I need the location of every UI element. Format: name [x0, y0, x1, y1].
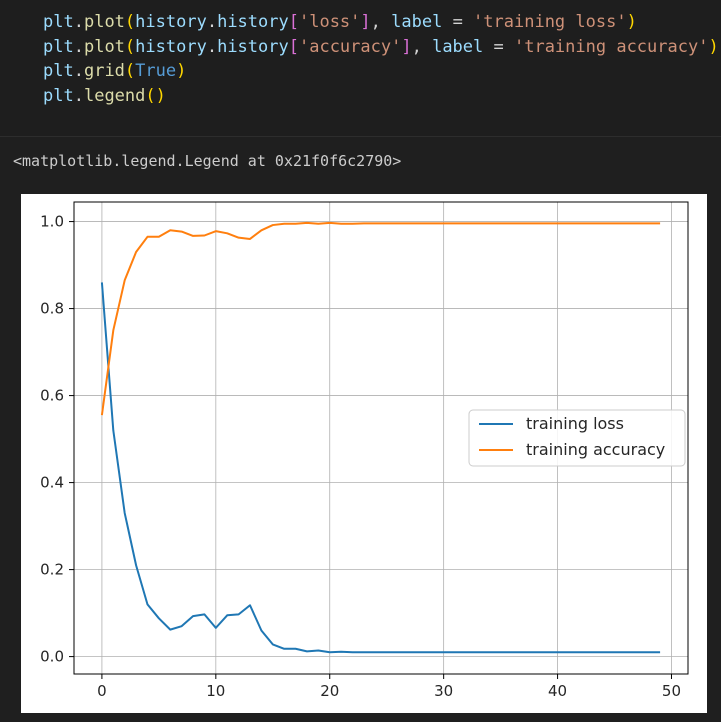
code-token: history	[217, 12, 289, 32]
code-token: 'accuracy'	[298, 36, 402, 57]
code-line: plt.plot(history.history['accuracy'], la…	[43, 35, 719, 60]
code-token: .	[206, 36, 218, 57]
code-token: )	[626, 12, 637, 32]
x-tick-label: 30	[434, 682, 453, 700]
code-token: 'training loss'	[473, 12, 627, 32]
code-token: plt	[43, 36, 74, 57]
code-token: (	[124, 61, 136, 81]
legend-label-1: training accuracy	[526, 440, 665, 459]
code-line: plt.grid(True)	[43, 59, 719, 84]
code-token: (	[124, 36, 136, 57]
code-token: =	[483, 36, 514, 57]
code-token: ]	[401, 36, 412, 57]
code-token: .	[73, 85, 84, 106]
code-token: ,	[370, 12, 392, 32]
code-token: history	[135, 36, 207, 57]
line-chart: 0 10 20 30 40 50 0.0 0.2 0.4 0.6 0.8 1.0 training lo…	[40, 201, 689, 700]
code-token: history	[135, 12, 207, 32]
code-lines[interactable]: plt.plot(history.history['loss'], label …	[43, 10, 719, 108]
code-token: history	[217, 36, 289, 57]
code-token: [	[288, 36, 299, 57]
output-text: <matplotlib.legend.Legend at 0x21f0f6c27…	[13, 152, 402, 170]
code-token: 'loss'	[298, 12, 361, 32]
code-token: .	[206, 12, 218, 32]
legend: training loss training accuracy	[468, 409, 686, 467]
code-cell[interactable]: plt.plot(history.history['loss'], label …	[0, 0, 721, 137]
y-tick-label: 0.8	[40, 300, 64, 318]
plot-frame	[73, 201, 689, 675]
code-token: True	[135, 61, 177, 81]
code-token: grid	[83, 61, 125, 81]
y-tick-label: 0.2	[40, 561, 64, 579]
code-token: .	[73, 12, 84, 32]
code-token: plt	[43, 12, 74, 32]
y-tick-label: 0.6	[40, 387, 64, 405]
x-tick-label: 50	[662, 682, 681, 700]
code-token: plot	[83, 36, 125, 57]
x-tick-label: 0	[97, 682, 107, 700]
code-line: plt.plot(history.history['loss'], label …	[43, 10, 719, 35]
code-token: .	[73, 61, 84, 81]
y-tick-label: 0.4	[40, 474, 64, 492]
code-token: .	[73, 36, 84, 57]
code-line: plt.legend()	[43, 84, 719, 109]
code-token: plt	[43, 85, 74, 106]
x-tick-label: 20	[320, 682, 339, 700]
code-token: ]	[360, 12, 371, 32]
code-token: ()	[145, 85, 166, 106]
code-token: )	[708, 36, 719, 57]
code-token: )	[176, 61, 187, 81]
code-token: plot	[83, 12, 125, 32]
code-token: =	[442, 12, 474, 32]
code-token: (	[124, 12, 136, 32]
code-token: 'training accuracy'	[513, 36, 709, 57]
code-token: label	[391, 12, 443, 32]
cell-output: <matplotlib.legend.Legend at 0x21f0f6c27…	[0, 138, 721, 722]
x-tick-label: 40	[548, 682, 567, 700]
code-token: label	[432, 36, 484, 57]
x-tick-label: 10	[206, 682, 225, 700]
legend-label-0: training loss	[526, 414, 624, 433]
series-line-0	[100, 282, 661, 654]
code-token: plt	[43, 61, 74, 81]
code-token: legend	[83, 85, 146, 106]
figure: 0 10 20 30 40 50 0.0 0.2 0.4 0.6 0.8 1.0 training lo…	[21, 194, 707, 713]
code-token: [	[288, 12, 299, 32]
y-tick-label: 1.0	[40, 213, 64, 231]
series-line-1	[100, 221, 661, 416]
y-tick-label: 0.0	[40, 648, 64, 666]
code-token: ,	[411, 36, 433, 57]
legend-box	[468, 409, 686, 467]
